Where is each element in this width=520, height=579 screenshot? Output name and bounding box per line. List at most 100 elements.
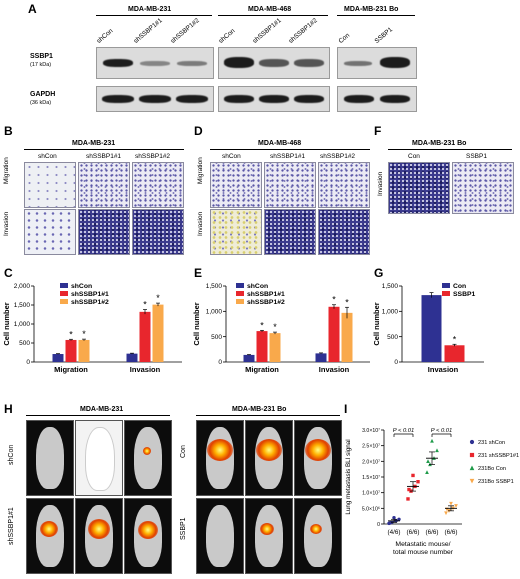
legend-swatch bbox=[60, 299, 68, 304]
y-axis-label: Cell number bbox=[2, 302, 11, 345]
panel-d-title-line bbox=[210, 149, 370, 150]
x-tick-label: (6/6) bbox=[445, 529, 458, 536]
data-point bbox=[425, 470, 429, 474]
legend-label: shCon bbox=[247, 283, 268, 290]
micrograph bbox=[210, 162, 262, 208]
bar bbox=[444, 345, 465, 362]
data-point bbox=[426, 459, 430, 464]
y-tick-label: 1,500 bbox=[206, 283, 223, 290]
y-tick-label: 1.0×10⁷ bbox=[362, 491, 380, 497]
legend-swatch bbox=[442, 283, 450, 288]
blot-band bbox=[380, 95, 410, 103]
lane-label: Con bbox=[337, 31, 352, 45]
legend-label: shCon bbox=[71, 283, 92, 290]
bli-signal bbox=[207, 439, 233, 461]
panel-d-col-label: shSSBP1#1 bbox=[270, 153, 306, 160]
blot-ssbp1-231bo bbox=[337, 47, 417, 79]
significance-star: * bbox=[260, 320, 264, 330]
panel-f-col-label: SSBP1 bbox=[466, 153, 487, 160]
lane-label: shSSBP1#1 bbox=[132, 17, 164, 45]
blot-group-title-1: MDA-MB-231 bbox=[128, 6, 172, 13]
lane-label: shSSBP1#2 bbox=[169, 17, 201, 45]
bar bbox=[52, 354, 64, 362]
data-point bbox=[469, 465, 475, 471]
panel-letter-g: G bbox=[374, 266, 384, 280]
mouse-body bbox=[134, 427, 162, 489]
y-tick-label: 3.0×10⁷ bbox=[362, 428, 380, 434]
blot-ssbp1-468 bbox=[218, 47, 330, 79]
data-point bbox=[416, 480, 420, 484]
panel-b-title-line bbox=[24, 149, 184, 150]
bar bbox=[243, 354, 255, 362]
legend-label: Con bbox=[453, 283, 466, 290]
legend-label: 231Bo Con bbox=[478, 466, 506, 472]
legend-swatch bbox=[442, 291, 450, 296]
bli-signal bbox=[143, 447, 151, 455]
x-tick-label: Migration bbox=[54, 365, 88, 374]
panel-letter-a: A bbox=[28, 2, 37, 16]
y-axis-label: Cell number bbox=[192, 302, 201, 345]
panel-b-col-label: shSSBP1#2 bbox=[135, 153, 171, 160]
y-tick-label: 0 bbox=[26, 359, 30, 366]
mouse-image bbox=[245, 420, 293, 496]
significance-star: * bbox=[156, 293, 160, 303]
x-tick-label: (6/6) bbox=[426, 529, 439, 536]
panel-letter-d: D bbox=[194, 124, 203, 138]
y-tick-label: 500 bbox=[211, 334, 222, 341]
blot-group-line-1 bbox=[96, 15, 212, 16]
lane-label: shSSBP1#1 bbox=[251, 17, 283, 45]
panel-d-row-label: Invasion bbox=[197, 211, 204, 236]
x-tick-label: Invasion bbox=[428, 365, 459, 374]
legend-label: shSSBP1#2 bbox=[247, 299, 285, 306]
bar-chart-g: 0 500 1,000 1,500 Cell number Invasion * ConSSB… bbox=[372, 283, 484, 374]
data-point bbox=[469, 452, 475, 458]
panel-h-row-label: shCon bbox=[8, 444, 15, 465]
micrograph bbox=[132, 209, 184, 255]
panel-f-col-label: Con bbox=[408, 153, 420, 160]
blot-band bbox=[224, 57, 254, 68]
panel-h-title-2: MDA-MB-231 Bo bbox=[232, 406, 287, 413]
data-point bbox=[435, 448, 439, 453]
bar-chart-e: 0 500 1,000 1,500 Cell number Migration * * Inva… bbox=[192, 283, 370, 374]
y-tick-label: 0 bbox=[377, 522, 380, 528]
significance-star: * bbox=[69, 329, 73, 339]
blot-gapdh-231 bbox=[96, 86, 214, 112]
y-tick-label: 2.5×10⁷ bbox=[362, 444, 380, 450]
data-point bbox=[388, 521, 392, 525]
lane-label: shCon bbox=[95, 27, 115, 45]
y-tick-label: 1.5×10⁷ bbox=[362, 475, 380, 481]
micrograph bbox=[210, 209, 262, 255]
legend-swatch bbox=[236, 291, 244, 296]
micrograph bbox=[78, 162, 130, 208]
legend-label: 231 shSSBP1#1 bbox=[478, 453, 519, 459]
legend-label: SSBP1 bbox=[453, 291, 476, 298]
legend-swatch bbox=[236, 283, 244, 288]
micrograph bbox=[452, 162, 514, 214]
scatter-chart-i: 0 5.0×10⁶ 1.0×10⁷ 1.5×10⁷ 2.0×10⁷ 2.5×10⁷ 3.0×… bbox=[345, 428, 519, 556]
micrograph bbox=[24, 209, 76, 255]
significance-star: * bbox=[345, 297, 349, 307]
p-value-label: P < 0.01 bbox=[393, 428, 415, 434]
blot-gapdh-231bo bbox=[337, 86, 417, 112]
blot-gapdh-468 bbox=[218, 86, 330, 112]
bli-signal bbox=[138, 521, 158, 539]
legend-label: 231Bo SSBP1 bbox=[478, 479, 514, 485]
y-tick-label: 0 bbox=[394, 359, 398, 366]
x-tick-label: (4/6) bbox=[388, 529, 401, 536]
blot-band bbox=[177, 61, 207, 66]
micrograph bbox=[318, 162, 370, 208]
bar-chart-c: 0 500 1,000 1,500 2,000 Cell number Migration *… bbox=[2, 283, 182, 374]
y-tick-label: 2,000 bbox=[14, 283, 31, 290]
bar bbox=[421, 295, 442, 362]
bli-signal bbox=[260, 523, 274, 535]
blot-row-size-gapdh: (36 kDa) bbox=[30, 100, 52, 106]
legend-label: shSSBP1#2 bbox=[71, 299, 109, 306]
panel-d-title: MDA-MB-468 bbox=[258, 140, 302, 147]
panel-b-row-label: Invasion bbox=[3, 211, 10, 236]
bar bbox=[341, 312, 353, 362]
x-tick-label: (6/6) bbox=[407, 529, 420, 536]
x-tick-label: Migration bbox=[245, 365, 279, 374]
significance-star: * bbox=[143, 300, 147, 310]
bar bbox=[269, 333, 281, 362]
micrograph bbox=[264, 209, 316, 255]
